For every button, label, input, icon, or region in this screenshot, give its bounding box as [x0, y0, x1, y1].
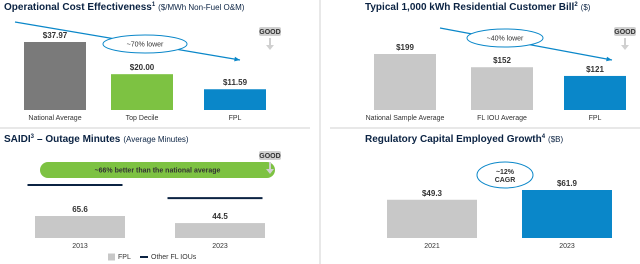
bar [471, 67, 533, 110]
title-superscript: 2 [574, 2, 578, 8]
value-label: 44.5 [212, 212, 228, 221]
bar [374, 54, 436, 110]
annotation: ~66% better than the national average [95, 167, 221, 174]
subtitle: (Average Minutes) [123, 135, 189, 144]
x-tick-label: 2023 [212, 243, 228, 250]
legend-label: Other FL IOUs [151, 254, 197, 261]
bar [204, 89, 266, 110]
good-badge [614, 27, 636, 36]
x-tick-label: National Average [28, 115, 81, 122]
value-label: $37.97 [43, 31, 68, 40]
subtitle: ($/MWh Non-Fuel O&M) [158, 3, 245, 12]
x-tick-label: Top Decile [126, 115, 159, 122]
bar [111, 74, 173, 110]
title-text: Regulatory Capital Employed Growth [365, 134, 542, 145]
bar [387, 199, 477, 238]
good-arrow [266, 162, 274, 174]
chart-title: Operational Cost Effectiveness1 ($/MWh No… [4, 2, 245, 13]
x-tick-label: 2021 [424, 243, 440, 250]
annotation: CAGR [495, 177, 516, 184]
arrow-head [234, 56, 240, 62]
annotation: ~40% lower [487, 35, 524, 42]
value-label: $152 [493, 56, 511, 65]
legend-swatch [108, 253, 115, 261]
title-superscript: 4 [542, 134, 546, 140]
subtitle: ($B) [548, 135, 563, 144]
annotation-oval [102, 34, 188, 54]
bar [35, 215, 125, 238]
legend-label: FPL [118, 254, 131, 261]
title-superscript: 3 [31, 134, 35, 140]
title-text: Operational Cost Effectiveness [4, 2, 152, 13]
value-label: $121 [586, 65, 604, 74]
title-superscript: 1 [152, 2, 156, 8]
x-tick-label: FL IOU Average [477, 115, 527, 122]
title-text: Typical 1,000 kWh Residential Customer B… [365, 2, 575, 13]
x-tick-label: FPL [229, 115, 242, 122]
x-tick-label: 2023 [559, 243, 575, 250]
x-tick-label: 2013 [72, 243, 88, 250]
bar [522, 190, 612, 238]
bar [24, 42, 86, 110]
good-badge [259, 27, 281, 36]
value-label: 65.6 [72, 205, 88, 214]
title-text: – Outage Minutes [37, 134, 121, 145]
value-label: $49.3 [422, 189, 443, 198]
title-text: SAIDI [4, 134, 31, 145]
annotation-oval [476, 161, 534, 189]
value-label: $61.9 [557, 179, 578, 188]
x-tick-label: National Sample Average [366, 115, 445, 122]
annotation: ~70% lower [127, 41, 164, 48]
good-badge [259, 151, 281, 160]
subtitle: ($) [581, 3, 591, 12]
annotation: ~12% [496, 169, 515, 176]
chart-title: Regulatory Capital Employed Growth4 ($B) [365, 134, 563, 145]
x-tick-label: FPL [589, 115, 602, 122]
chart-title: SAIDI3– Outage Minutes (Average Minutes) [4, 134, 189, 145]
value-label: $20.00 [130, 63, 155, 72]
chart-title: Typical 1,000 kWh Residential Customer B… [365, 2, 591, 13]
good-label: GOOD [259, 153, 280, 160]
bar [564, 75, 626, 110]
value-label: $199 [396, 43, 414, 52]
arrow-head [606, 56, 612, 62]
good-label: GOOD [259, 29, 280, 36]
annotation-oval [466, 28, 544, 48]
annotation-banner [40, 162, 275, 178]
value-label: $11.59 [223, 78, 248, 87]
good-arrow [621, 38, 629, 50]
good-label: GOOD [614, 29, 635, 36]
good-arrow [266, 38, 274, 50]
bar [175, 223, 265, 238]
